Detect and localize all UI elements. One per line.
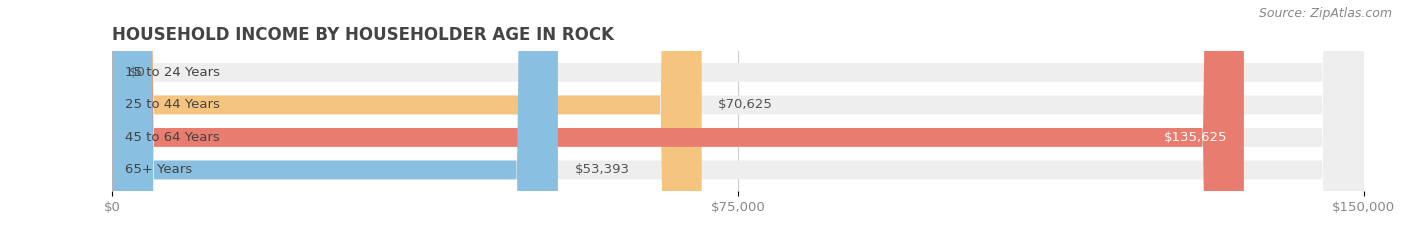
FancyBboxPatch shape (112, 0, 1244, 233)
FancyBboxPatch shape (112, 0, 558, 233)
Text: $135,625: $135,625 (1164, 131, 1227, 144)
FancyBboxPatch shape (112, 0, 702, 233)
FancyBboxPatch shape (112, 0, 1364, 233)
Text: Source: ZipAtlas.com: Source: ZipAtlas.com (1258, 7, 1392, 20)
FancyBboxPatch shape (112, 0, 1364, 233)
Text: HOUSEHOLD INCOME BY HOUSEHOLDER AGE IN ROCK: HOUSEHOLD INCOME BY HOUSEHOLDER AGE IN R… (112, 26, 614, 44)
Text: $0: $0 (129, 66, 146, 79)
Text: 15 to 24 Years: 15 to 24 Years (125, 66, 219, 79)
Text: $70,625: $70,625 (718, 98, 773, 111)
Text: 65+ Years: 65+ Years (125, 163, 193, 176)
FancyBboxPatch shape (112, 0, 1364, 233)
FancyBboxPatch shape (112, 0, 1364, 233)
Text: $53,393: $53,393 (575, 163, 630, 176)
Text: 25 to 44 Years: 25 to 44 Years (125, 98, 219, 111)
Text: 45 to 64 Years: 45 to 64 Years (125, 131, 219, 144)
